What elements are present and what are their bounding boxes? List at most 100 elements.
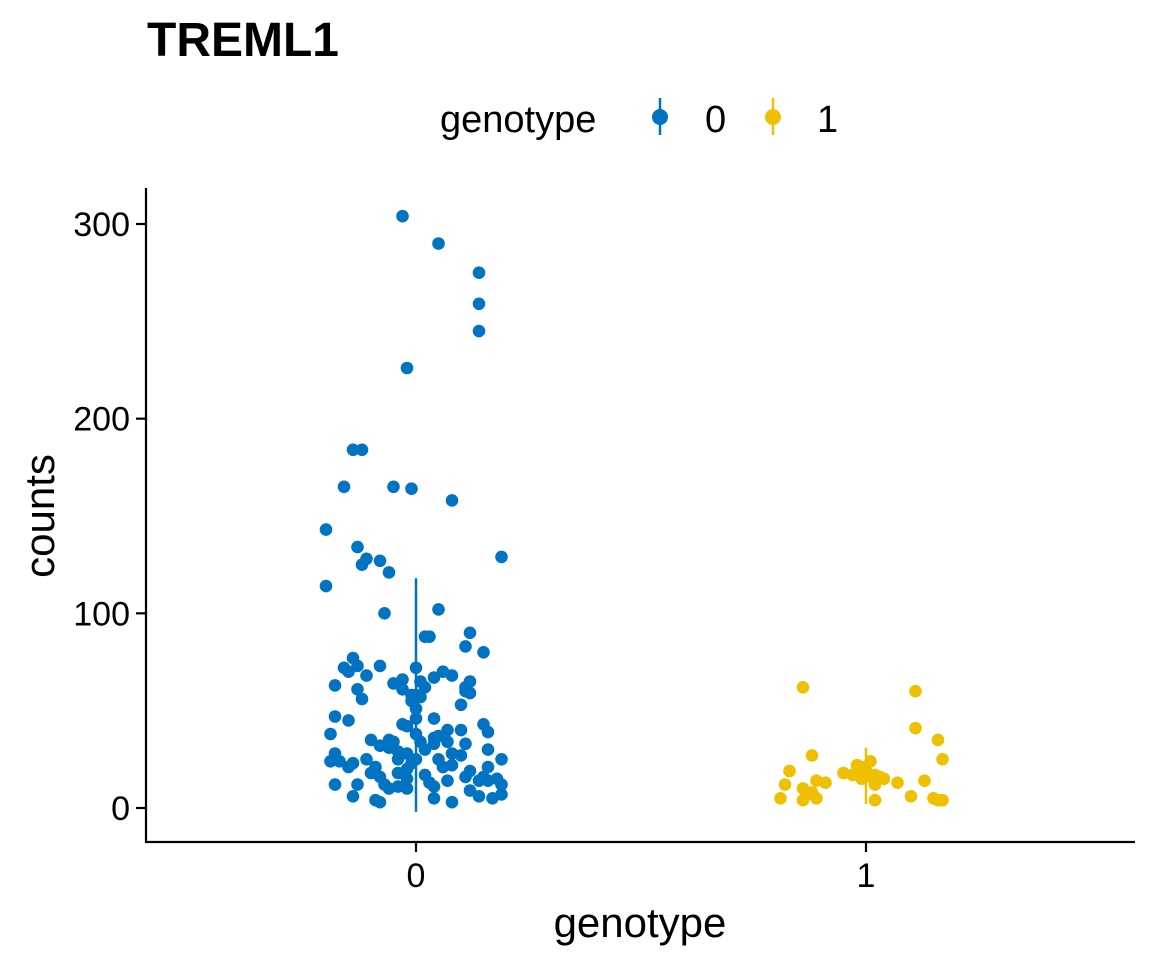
point-genotype-0-51	[355, 692, 369, 706]
point-genotype-0-18	[382, 566, 396, 579]
point-genotype-0-81	[400, 747, 414, 760]
point-genotype-0-36	[427, 671, 441, 684]
legend-key-0: 0	[652, 98, 726, 141]
point-genotype-1-27	[904, 790, 918, 803]
point-genotype-0-74	[427, 737, 441, 751]
point-genotype-0-126	[427, 792, 441, 805]
y-tick-label-300: 300	[73, 206, 130, 244]
point-genotype-0-85	[360, 753, 373, 766]
point-genotype-0-115	[328, 778, 342, 791]
point-genotype-1-21	[891, 776, 904, 789]
point-genotype-1-34	[936, 793, 949, 807]
point-genotype-0-13	[351, 540, 364, 554]
point-genotype-0-41	[328, 679, 342, 692]
point-genotype-0-107	[400, 772, 414, 786]
legend-title: genotype	[440, 99, 596, 141]
point-genotype-0-22	[463, 626, 477, 640]
point-genotype-0-64	[481, 725, 495, 739]
point-genotype-1-19	[918, 774, 931, 787]
point-genotype-0-128	[373, 795, 387, 809]
legend: genotype 0 1	[440, 98, 838, 141]
point-genotype-1-5	[936, 753, 949, 766]
x-tick-label-0: 0	[407, 857, 426, 895]
point-genotype-1-29	[810, 792, 823, 805]
point-genotype-0-62	[441, 723, 454, 737]
point-genotype-1-33	[796, 793, 810, 807]
point-genotype-0-84	[454, 749, 468, 762]
point-genotype-0-12	[319, 523, 333, 536]
point-genotype-0-47	[463, 686, 477, 700]
point-genotype-0-35	[360, 669, 373, 682]
point-genotype-0-87	[495, 753, 508, 766]
point-genotype-0-10	[405, 482, 418, 496]
point-genotype-0-24	[418, 630, 432, 643]
point-genotype-1-17	[855, 772, 868, 786]
point-genotype-0-53	[454, 698, 468, 712]
point-genotype-0-117	[427, 780, 441, 793]
point-genotype-0-28	[351, 659, 364, 673]
point-genotype-0-101	[391, 766, 405, 780]
legend-key-0-dot	[652, 109, 668, 125]
point-genotype-0-104	[459, 770, 472, 784]
legend-key-1: 1	[765, 98, 838, 141]
point-genotype-0-97	[342, 760, 355, 774]
point-genotype-0-63	[454, 723, 468, 737]
y-tick-label-0: 0	[111, 790, 130, 828]
point-genotype-0-69	[364, 733, 378, 747]
point-genotype-0-111	[481, 774, 495, 787]
point-genotype-0-6	[346, 443, 360, 457]
point-genotype-0-72	[441, 735, 454, 749]
point-genotype-0-7	[355, 443, 369, 457]
point-genotype-0-120	[463, 784, 477, 797]
point-genotype-0-16	[373, 554, 387, 568]
point-genotype-1-3	[931, 733, 945, 747]
data-points	[319, 209, 949, 809]
point-genotype-0-20	[432, 603, 445, 616]
point-genotype-0-109	[441, 774, 454, 787]
point-genotype-0-34	[445, 669, 459, 682]
point-genotype-0-25	[459, 640, 472, 653]
point-genotype-0-11	[445, 494, 459, 507]
point-genotype-1-16	[877, 772, 891, 786]
legend-label-1: 1	[817, 99, 838, 141]
point-genotype-1-1	[909, 684, 922, 698]
point-genotype-0-80	[481, 743, 495, 756]
point-genotype-0-1	[432, 237, 445, 250]
point-genotype-0-78	[418, 743, 432, 756]
point-genotype-0-2	[472, 266, 486, 280]
point-genotype-0-91	[333, 755, 346, 768]
point-genotype-1-23	[778, 778, 792, 791]
point-genotype-0-5	[400, 361, 414, 375]
point-genotype-0-19	[319, 579, 333, 593]
y-tick-label-100: 100	[73, 595, 130, 633]
point-genotype-1-20	[819, 776, 832, 789]
point-genotype-0-17	[355, 558, 369, 571]
point-genotype-0-98	[481, 760, 495, 774]
point-genotype-0-110	[472, 774, 486, 787]
point-genotype-0-26	[477, 646, 490, 659]
point-genotype-0-125	[486, 792, 499, 805]
x-axis-title: genotype	[554, 899, 727, 946]
point-genotype-1-4	[805, 749, 819, 762]
point-genotype-1-22	[868, 778, 882, 791]
point-genotype-1-31	[868, 793, 882, 807]
point-genotype-1-0	[796, 681, 810, 694]
point-genotype-0-0	[396, 209, 409, 223]
point-genotype-0-43	[418, 681, 432, 694]
point-genotype-0-124	[346, 790, 360, 803]
point-genotype-0-129	[445, 795, 459, 809]
point-genotype-0-75	[459, 737, 472, 751]
point-genotype-1-6	[864, 755, 877, 768]
point-genotype-0-14	[495, 550, 508, 564]
point-genotype-0-29	[373, 659, 387, 673]
point-genotype-0-121	[400, 782, 414, 795]
point-genotype-0-55	[328, 710, 342, 723]
point-genotype-0-123	[472, 790, 486, 803]
point-genotype-0-32	[342, 665, 355, 678]
y-tick-label-200: 200	[73, 401, 130, 439]
point-genotype-1-30	[774, 792, 787, 805]
point-genotype-0-67	[324, 727, 337, 741]
legend-key-1-dot	[765, 109, 781, 125]
